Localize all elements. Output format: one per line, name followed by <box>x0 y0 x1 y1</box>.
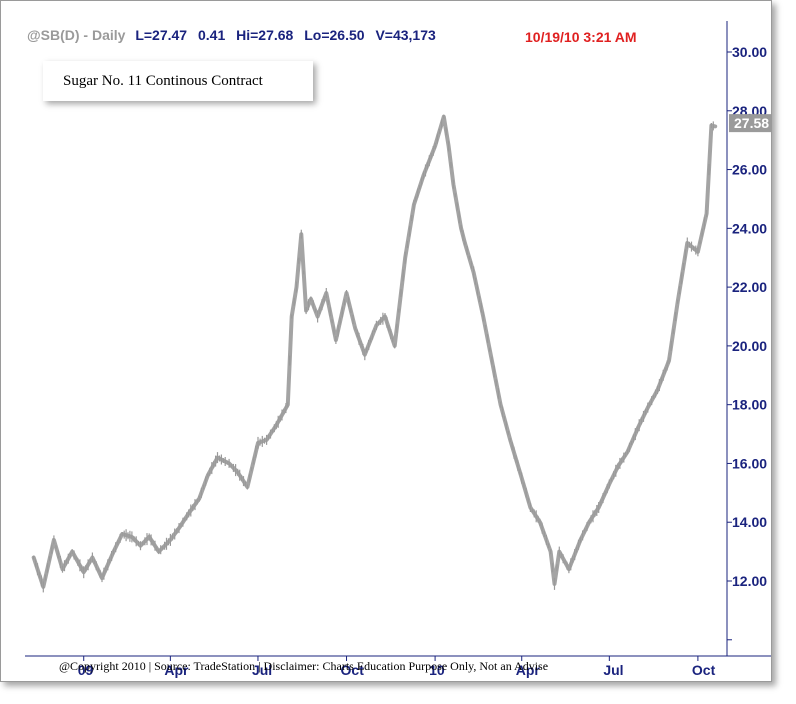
y-tick-label: 18.00 <box>732 397 767 413</box>
last-price-badge <box>729 114 771 133</box>
y-tick-label: 14.00 <box>732 514 767 530</box>
price-series-line <box>31 114 718 589</box>
chart-frame: 30.00 28.00 26.00 24.00 22.00 20.00 18.00 16.00… <box>0 0 772 682</box>
low-price: Lo=26.50 <box>304 27 365 43</box>
price-change: 0.41 <box>197 27 226 43</box>
x-tick-label: Apr <box>516 662 541 678</box>
y-tick-label: 30.00 <box>732 44 767 60</box>
x-tick-label: Jul <box>603 662 623 678</box>
y-tick-label: 22.00 <box>732 279 767 295</box>
chart-header: @SB(D) - Daily L=27.47 0.41 Hi=27.68 Lo=… <box>27 27 443 43</box>
x-tick-label: Oct <box>341 662 365 678</box>
x-tick-label: 09 <box>78 662 94 678</box>
high-price: Hi=27.68 <box>236 27 294 43</box>
last-price: L=27.47 <box>135 27 188 43</box>
x-tick-label: Apr <box>164 662 189 678</box>
y-tick-label: 16.00 <box>732 455 767 471</box>
y-tick-label: 24.00 <box>732 220 767 236</box>
x-tick-label: Oct <box>692 662 716 678</box>
copyright-footer: @Copyright 2010 | Source: TradeStation |… <box>59 659 549 673</box>
y-tick-label: 12.00 <box>732 573 767 589</box>
symbol-label: @SB(D) - Daily <box>27 27 126 43</box>
timestamp: 10/19/10 3:21 AM <box>525 29 637 45</box>
x-tick-label: 10 <box>429 662 445 678</box>
last-price-label: 27.58 <box>734 115 769 131</box>
price-chart: 30.0028.0026.0024.0022.0020.0018.0016.00… <box>25 21 771 678</box>
y-tick-label: 20.00 <box>732 338 767 354</box>
volume: V=43,173 <box>375 27 436 43</box>
chart-title-box: Sugar No. 11 Continous Contract <box>43 61 313 101</box>
x-tick-label: Jul <box>252 662 272 678</box>
y-tick-label: 26.00 <box>732 162 767 178</box>
